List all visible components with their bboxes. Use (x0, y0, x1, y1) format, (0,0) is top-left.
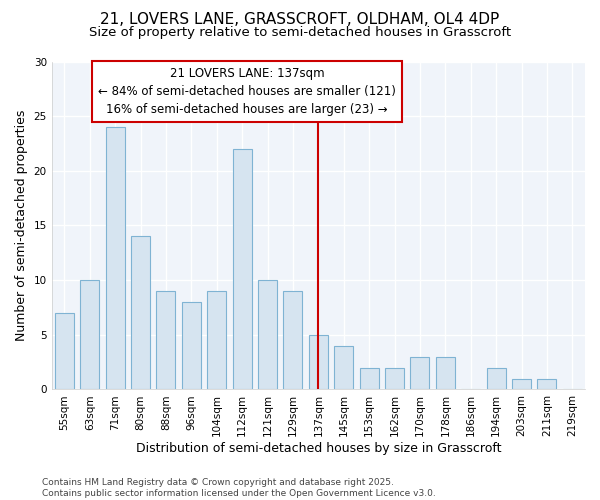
Bar (131, 236, 150, 390)
Bar (410, 356, 430, 390)
Bar (258, 280, 277, 390)
Bar (538, 378, 556, 390)
Bar (436, 356, 455, 390)
Bar (385, 368, 404, 390)
Bar (283, 291, 302, 390)
Bar (106, 127, 125, 390)
Text: 21 LOVERS LANE: 137sqm
← 84% of semi-detached houses are smaller (121)
16% of se: 21 LOVERS LANE: 137sqm ← 84% of semi-det… (98, 67, 396, 116)
Text: Contains HM Land Registry data © Crown copyright and database right 2025.
Contai: Contains HM Land Registry data © Crown c… (42, 478, 436, 498)
Bar (512, 378, 531, 390)
X-axis label: Distribution of semi-detached houses by size in Grasscroft: Distribution of semi-detached houses by … (136, 442, 501, 455)
Y-axis label: Number of semi-detached properties: Number of semi-detached properties (15, 110, 28, 341)
Bar (487, 368, 506, 390)
Bar (55, 313, 74, 390)
Bar (309, 335, 328, 390)
Text: Size of property relative to semi-detached houses in Grasscroft: Size of property relative to semi-detach… (89, 26, 511, 39)
Bar (80, 280, 99, 390)
Bar (233, 149, 251, 390)
Bar (157, 291, 175, 390)
Bar (359, 368, 379, 390)
Text: 21, LOVERS LANE, GRASSCROFT, OLDHAM, OL4 4DP: 21, LOVERS LANE, GRASSCROFT, OLDHAM, OL4… (100, 12, 500, 28)
Bar (182, 302, 201, 390)
Bar (207, 291, 226, 390)
Bar (334, 346, 353, 390)
